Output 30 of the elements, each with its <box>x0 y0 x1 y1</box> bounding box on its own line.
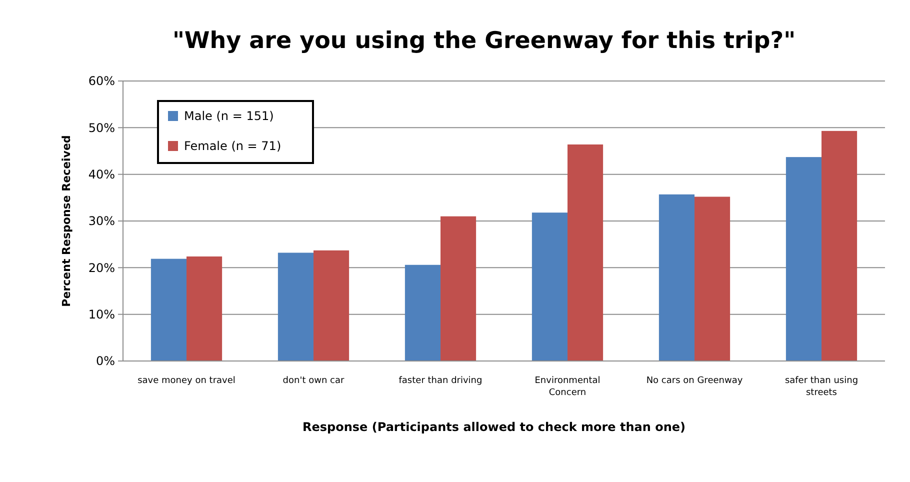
bar <box>440 216 476 361</box>
x-tick-label: No cars on Greenway <box>646 376 744 386</box>
chart-title: "Why are you using the Greenway for this trip?" <box>172 28 796 54</box>
bar <box>186 256 222 361</box>
legend-label: Male (n = 151) <box>184 109 274 124</box>
legend-label: Female (n = 71) <box>184 139 282 154</box>
y-tick-label: 20% <box>88 260 115 275</box>
y-tick-label: 40% <box>88 168 115 182</box>
bar <box>694 196 730 361</box>
bar <box>822 130 858 361</box>
bar <box>786 157 822 361</box>
x-tick-label: safer than using streets <box>784 376 858 398</box>
y-tick-label: 50% <box>88 120 115 135</box>
bar <box>568 144 604 361</box>
x-tick-label: save money on travel <box>138 376 236 386</box>
x-axis-title: Response (Participants allowed to check more than one) <box>302 420 686 434</box>
y-tick-label: 0% <box>96 354 115 368</box>
y-tick-label: 60% <box>88 74 115 88</box>
x-tick-label: faster than driving <box>398 376 482 386</box>
bar <box>278 252 314 361</box>
bar <box>658 194 694 361</box>
bar <box>150 258 186 361</box>
bar <box>314 250 350 361</box>
bar <box>532 212 568 361</box>
y-tick-label: 10% <box>88 308 115 322</box>
bar <box>404 264 440 361</box>
x-tick-label: Environmental Concern <box>534 376 600 398</box>
y-axis-title: Percent Response Received <box>60 135 73 307</box>
x-tick-label: don't own car <box>282 376 344 386</box>
y-tick-label: 30% <box>88 214 115 228</box>
